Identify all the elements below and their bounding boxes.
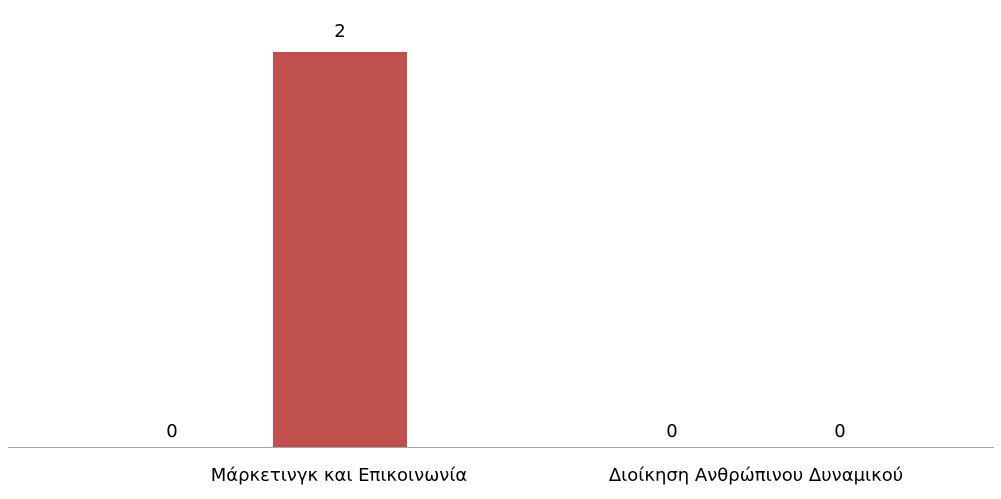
data-label: 2 [334,21,345,42]
data-label: 0 [834,421,845,442]
data-label: 0 [166,421,177,442]
data-labels-layer: 0 2 0 0 [166,21,845,442]
category-label: Διοίκηση Ανθρώπινου Δυναμικού [609,465,903,486]
bars-layer [273,52,407,447]
category-labels-layer: Μάρκετινγκ και Επικοινωνία Διοίκηση Ανθρώ… [211,465,903,486]
bar [273,52,407,447]
data-label: 0 [666,421,677,442]
category-label: Μάρκετινγκ και Επικοινωνία [211,465,468,486]
